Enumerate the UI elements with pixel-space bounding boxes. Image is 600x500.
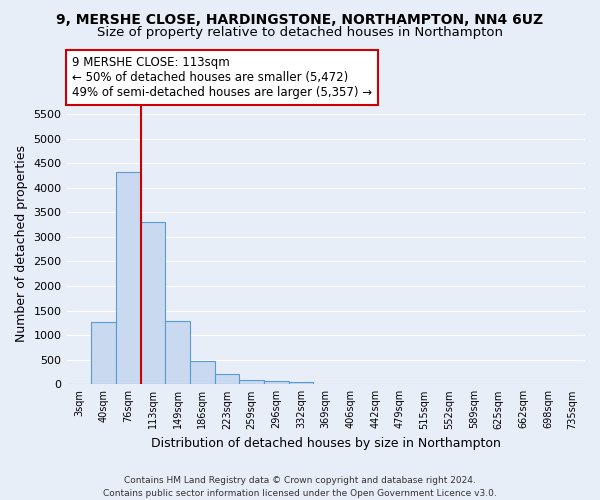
Bar — [215, 374, 239, 384]
Bar — [239, 380, 264, 384]
Bar — [264, 381, 289, 384]
Y-axis label: Number of detached properties: Number of detached properties — [15, 144, 28, 342]
Bar — [289, 382, 313, 384]
Text: Contains HM Land Registry data © Crown copyright and database right 2024.
Contai: Contains HM Land Registry data © Crown c… — [103, 476, 497, 498]
Bar — [140, 222, 165, 384]
Bar — [165, 322, 190, 384]
Text: Size of property relative to detached houses in Northampton: Size of property relative to detached ho… — [97, 26, 503, 39]
Bar — [91, 322, 116, 384]
Bar — [190, 360, 215, 384]
Text: 9 MERSHE CLOSE: 113sqm
← 50% of detached houses are smaller (5,472)
49% of semi-: 9 MERSHE CLOSE: 113sqm ← 50% of detached… — [72, 56, 372, 99]
Bar — [116, 172, 140, 384]
Text: 9, MERSHE CLOSE, HARDINGSTONE, NORTHAMPTON, NN4 6UZ: 9, MERSHE CLOSE, HARDINGSTONE, NORTHAMPT… — [56, 12, 544, 26]
X-axis label: Distribution of detached houses by size in Northampton: Distribution of detached houses by size … — [151, 437, 501, 450]
